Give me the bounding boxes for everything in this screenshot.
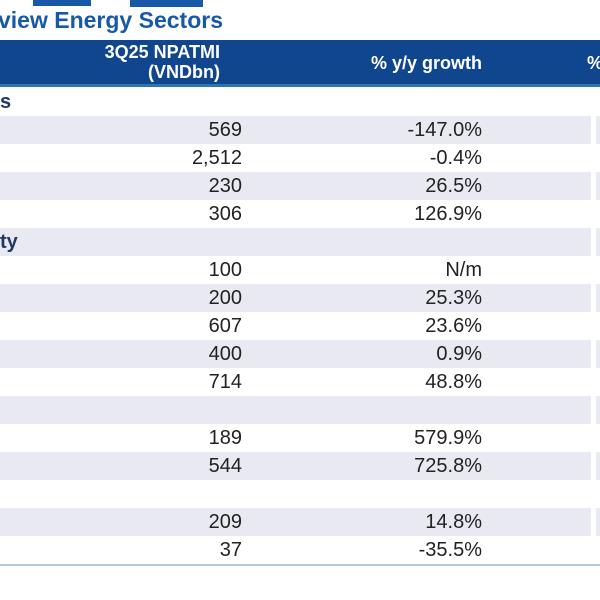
- yoy-growth-value: 725.8%: [414, 454, 482, 477]
- table-row: [0, 396, 600, 424]
- column-header-npatmi-line1: 3Q25 NPATMI: [104, 42, 220, 62]
- yoy-growth-value: -0.4%: [429, 146, 482, 169]
- npatmi-value: 200: [208, 286, 242, 309]
- yoy-growth-value: 48.8%: [425, 370, 482, 393]
- table-header-row: 3Q25 NPATMI (VNDbn) % y/y growth %: [0, 40, 600, 84]
- npatmi-value: 100: [208, 258, 242, 281]
- table-title: view Energy Sectors: [0, 7, 223, 33]
- table-row: 306 126.9%: [0, 200, 600, 228]
- table-row: s: [0, 88, 600, 116]
- cropped-text-remnant: [130, 0, 203, 7]
- npatmi-value: 37: [219, 538, 242, 561]
- yoy-growth-value: 0.9%: [436, 342, 482, 365]
- npatmi-value: 306: [208, 202, 242, 225]
- npatmi-value: 209: [208, 510, 242, 533]
- table-row: 544 725.8%: [0, 452, 600, 480]
- table-row: 400 0.9%: [0, 340, 600, 368]
- table-row: 569 -147.0%: [0, 116, 600, 144]
- table-row: 100 N/m: [0, 256, 600, 284]
- table-row: ty: [0, 228, 600, 256]
- npatmi-value: 2,512: [191, 146, 242, 169]
- yoy-growth-value: -147.0%: [407, 118, 483, 141]
- table-body: s 569 -147.0% 2,512 -0.4% 230 26.5% 306 …: [0, 88, 600, 564]
- table-row: 2,512 -0.4%: [0, 144, 600, 172]
- table-row: 209 14.8%: [0, 508, 600, 536]
- npatmi-value: 607: [208, 314, 242, 337]
- header-underline: [0, 84, 600, 87]
- yoy-growth-value: N/m: [445, 258, 482, 281]
- npatmi-value: 544: [208, 454, 242, 477]
- npatmi-value: 400: [208, 342, 242, 365]
- column-separator: [591, 88, 596, 564]
- column-header-next-clipped: %: [587, 40, 600, 84]
- table-row: 230 26.5%: [0, 172, 600, 200]
- table-row: 607 23.6%: [0, 312, 600, 340]
- yoy-growth-value: 126.9%: [414, 202, 482, 225]
- table-row: [0, 480, 600, 508]
- npatmi-value: 714: [208, 370, 242, 393]
- table-bottom-border: [0, 564, 600, 566]
- npatmi-value: 230: [208, 174, 242, 197]
- table-row: 200 25.3%: [0, 284, 600, 312]
- row-label-fragment: ty: [0, 230, 18, 253]
- yoy-growth-value: 14.8%: [425, 510, 482, 533]
- table-row: 714 48.8%: [0, 368, 600, 396]
- cropped-text-remnant: [33, 0, 91, 6]
- yoy-growth-value: -35.5%: [418, 538, 482, 561]
- yoy-growth-value: 23.6%: [425, 314, 482, 337]
- column-header-npatmi-line2: (VNDbn): [148, 62, 220, 82]
- row-label-fragment: s: [0, 90, 12, 113]
- yoy-growth-value: 579.9%: [414, 426, 482, 449]
- yoy-growth-value: 25.3%: [425, 286, 482, 309]
- column-header-npatmi: 3Q25 NPATMI (VNDbn): [0, 42, 220, 82]
- npatmi-value: 189: [208, 426, 242, 449]
- table-row: 37 -35.5%: [0, 536, 600, 564]
- yoy-growth-value: 26.5%: [425, 174, 482, 197]
- table-row: 189 579.9%: [0, 424, 600, 452]
- column-header-yoy-growth: % y/y growth: [370, 53, 482, 73]
- npatmi-value: 569: [208, 118, 242, 141]
